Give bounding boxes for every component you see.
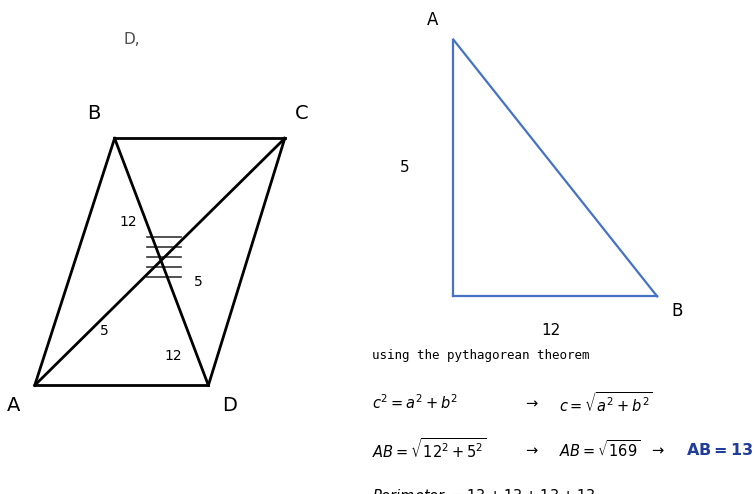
Text: 12: 12 xyxy=(541,324,561,338)
Text: $\rightarrow$: $\rightarrow$ xyxy=(522,442,539,457)
Text: B: B xyxy=(87,104,100,123)
Text: A: A xyxy=(427,11,439,29)
Text: $c^2 = a^2+b^2$: $c^2 = a^2+b^2$ xyxy=(371,393,458,412)
Text: $\mathbf{AB=13}$: $\mathbf{AB=13}$ xyxy=(686,442,753,457)
Text: 5: 5 xyxy=(193,275,202,288)
Text: using the pythagorean theorem: using the pythagorean theorem xyxy=(371,349,589,362)
Text: $AB=\sqrt{12^2+5^2}$: $AB=\sqrt{12^2+5^2}$ xyxy=(371,438,486,461)
Text: 5: 5 xyxy=(399,161,409,175)
Text: 12: 12 xyxy=(120,215,137,229)
Text: A: A xyxy=(8,396,20,414)
Text: $\rightarrow$: $\rightarrow$ xyxy=(522,395,539,410)
Text: D: D xyxy=(222,396,236,414)
Text: 12: 12 xyxy=(165,349,183,363)
Text: $\rightarrow$: $\rightarrow$ xyxy=(649,442,665,457)
Text: B: B xyxy=(672,302,683,320)
Text: 5: 5 xyxy=(100,324,109,338)
Text: D,: D, xyxy=(124,32,140,47)
Text: C: C xyxy=(295,104,309,123)
Text: $c=\sqrt{a^2+b^2}$: $c=\sqrt{a^2+b^2}$ xyxy=(559,391,653,414)
Text: $AB=\sqrt{169}$: $AB=\sqrt{169}$ xyxy=(559,439,640,460)
Text: $\mathit{Perimeter}\ =13+13+13+13$: $\mathit{Perimeter}\ =13+13+13+13$ xyxy=(371,489,596,494)
